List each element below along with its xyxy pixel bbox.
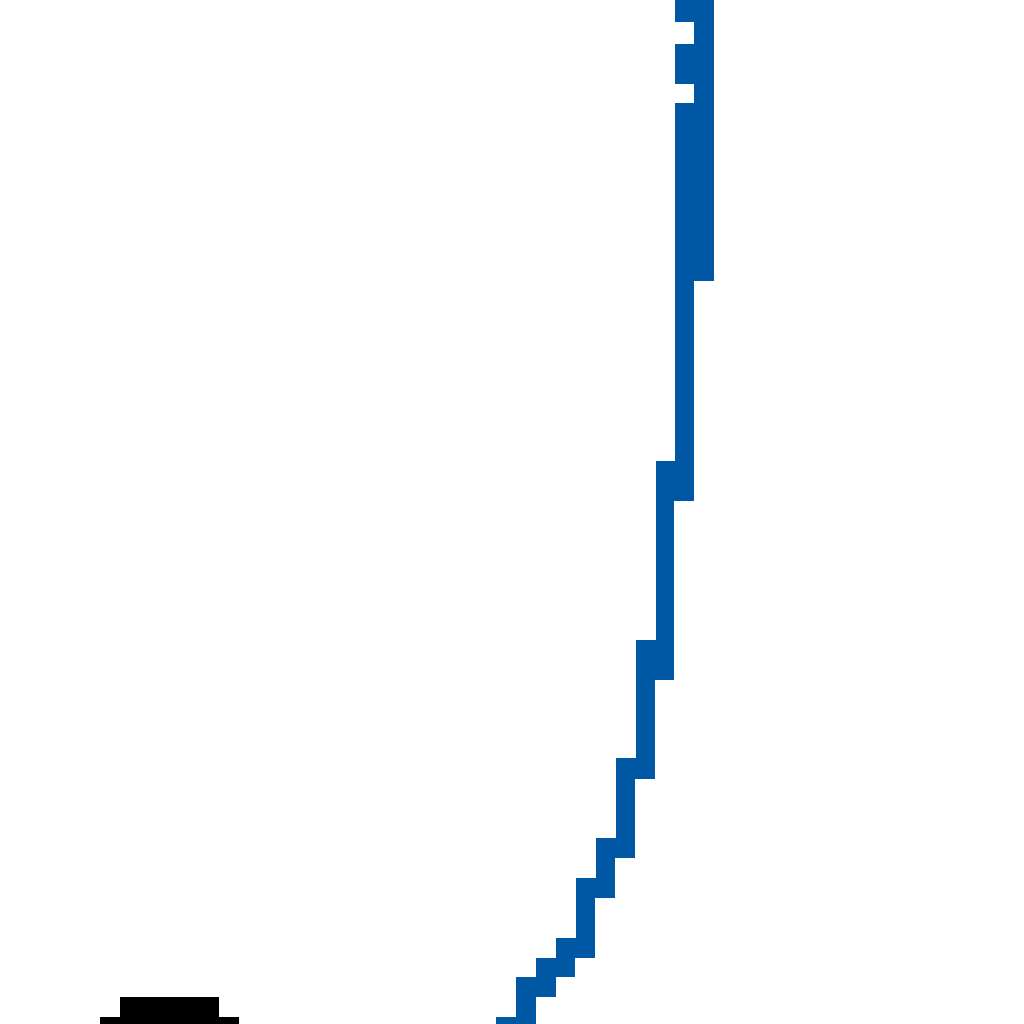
black-block-top — [120, 997, 219, 1017]
blue-step — [656, 461, 674, 680]
black-pixel-silhouette — [100, 997, 239, 1024]
blue-step — [675, 44, 714, 84]
blue-step — [496, 1017, 535, 1024]
black-block-brim — [100, 1017, 239, 1024]
blue-step — [694, 0, 714, 281]
blue-pixel-curve — [496, 0, 714, 1024]
blue-step — [616, 758, 635, 858]
blue-step — [675, 0, 714, 22]
